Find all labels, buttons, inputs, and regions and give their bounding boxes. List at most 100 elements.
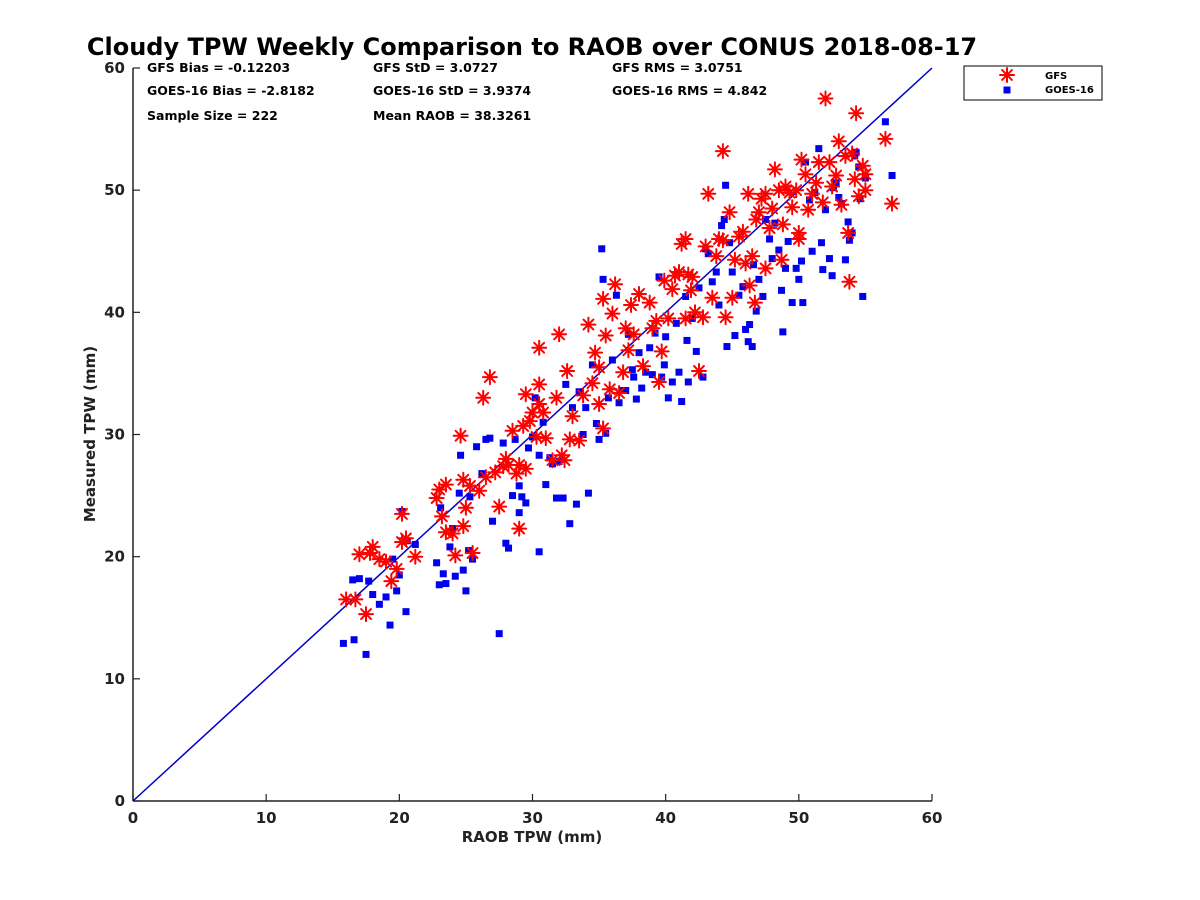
goes16-point bbox=[660, 361, 668, 369]
legend-goes16-marker bbox=[1003, 86, 1011, 94]
gfs-point bbox=[535, 404, 552, 421]
goes16-point bbox=[568, 404, 576, 412]
gfs-point bbox=[591, 359, 608, 376]
goes16-point bbox=[466, 493, 474, 501]
gfs-point bbox=[714, 143, 731, 160]
gfs-point bbox=[511, 457, 528, 473]
gfs-point bbox=[766, 161, 783, 178]
gfs-point bbox=[734, 223, 751, 240]
gfs-point bbox=[383, 573, 400, 590]
goes16-point bbox=[595, 435, 603, 443]
gfs-point bbox=[764, 200, 781, 217]
gfs-point bbox=[559, 363, 576, 379]
goes16-point bbox=[748, 343, 756, 351]
goes16-point bbox=[588, 361, 596, 369]
gfs-point bbox=[591, 396, 608, 412]
goes16-point bbox=[782, 264, 790, 272]
goes16-point bbox=[742, 325, 750, 333]
gfs-point bbox=[437, 524, 454, 541]
gfs-point bbox=[746, 294, 763, 311]
goes16-point bbox=[582, 404, 590, 412]
goes16-point bbox=[442, 580, 450, 588]
goes16-point bbox=[801, 158, 809, 166]
gfs-point bbox=[710, 231, 727, 247]
gfs-point bbox=[601, 381, 618, 398]
goes16-point bbox=[655, 273, 663, 281]
goes16-point bbox=[788, 299, 796, 307]
gfs-point bbox=[680, 266, 697, 283]
goes16-point bbox=[845, 236, 853, 244]
gfs-point bbox=[828, 167, 845, 184]
gfs-point bbox=[497, 450, 514, 467]
goes16-point bbox=[555, 457, 563, 465]
goes16-point bbox=[841, 256, 849, 264]
goes16-point bbox=[635, 349, 643, 357]
gfs-point bbox=[531, 376, 548, 393]
gfs-point bbox=[840, 224, 857, 241]
gfs-point bbox=[553, 447, 570, 464]
goes16-point bbox=[435, 581, 443, 589]
gfs-point bbox=[641, 294, 658, 311]
goes16-point bbox=[828, 272, 836, 280]
gfs-point bbox=[884, 195, 900, 212]
goes16-point bbox=[362, 650, 370, 658]
goes16-point bbox=[662, 333, 670, 341]
goes16-point bbox=[808, 247, 816, 255]
gfs-point bbox=[584, 375, 601, 392]
gfs-point bbox=[773, 251, 790, 268]
goes16-point bbox=[355, 575, 363, 583]
gfs-point bbox=[338, 591, 355, 608]
gfs-point bbox=[684, 268, 701, 285]
gfs-point bbox=[824, 178, 841, 195]
goes16-point bbox=[821, 206, 829, 214]
gfs-point bbox=[544, 452, 561, 469]
gfs-point bbox=[691, 363, 707, 379]
goes16-point bbox=[505, 544, 513, 552]
gfs-point bbox=[695, 309, 711, 326]
gfs-point bbox=[846, 171, 863, 188]
gfs-point bbox=[797, 166, 814, 183]
gfs-point bbox=[500, 457, 517, 473]
gfs-point bbox=[635, 358, 651, 375]
goes16-point bbox=[562, 380, 570, 388]
goes16-point bbox=[805, 196, 813, 204]
goes16-point bbox=[604, 394, 612, 402]
goes16-point bbox=[495, 630, 503, 638]
series-gfs-points bbox=[338, 90, 900, 623]
gfs-point bbox=[804, 185, 821, 202]
gfs-point bbox=[744, 248, 761, 265]
goes16-point bbox=[744, 338, 752, 346]
goes16-point bbox=[852, 148, 860, 156]
goes16-point bbox=[726, 239, 734, 247]
gfs-point bbox=[740, 185, 757, 202]
goes16-point bbox=[720, 215, 728, 223]
gfs-point bbox=[437, 476, 454, 493]
goes16-point bbox=[675, 368, 683, 376]
goes16-point bbox=[815, 145, 823, 153]
goes16-point bbox=[651, 329, 659, 337]
goes16-point bbox=[779, 328, 787, 336]
gfs-point bbox=[625, 326, 642, 343]
goes-std-text: GOES-16 StD = 3.9374 bbox=[373, 83, 531, 98]
gfs-point bbox=[548, 389, 565, 406]
goes16-point bbox=[638, 384, 646, 392]
series-goes16-points bbox=[339, 118, 896, 658]
goes16-point bbox=[678, 398, 686, 406]
gfs-point bbox=[677, 310, 694, 327]
gfs-point bbox=[511, 520, 528, 537]
goes16-point bbox=[648, 371, 656, 379]
gfs-point bbox=[857, 166, 874, 183]
gfs-point bbox=[877, 130, 894, 147]
gfs-point bbox=[651, 374, 667, 390]
goes16-point bbox=[735, 291, 743, 299]
goes16-point bbox=[389, 555, 397, 563]
goes16-point bbox=[664, 394, 672, 402]
gfs-point bbox=[595, 290, 612, 307]
goes16-point bbox=[759, 292, 767, 300]
gfs-std-text: GFS StD = 3.0727 bbox=[373, 60, 498, 75]
goes16-point bbox=[835, 193, 843, 201]
gfs-point bbox=[623, 297, 639, 313]
goes16-point bbox=[542, 481, 550, 489]
gfs-point bbox=[788, 182, 805, 199]
goes16-point bbox=[602, 429, 610, 437]
